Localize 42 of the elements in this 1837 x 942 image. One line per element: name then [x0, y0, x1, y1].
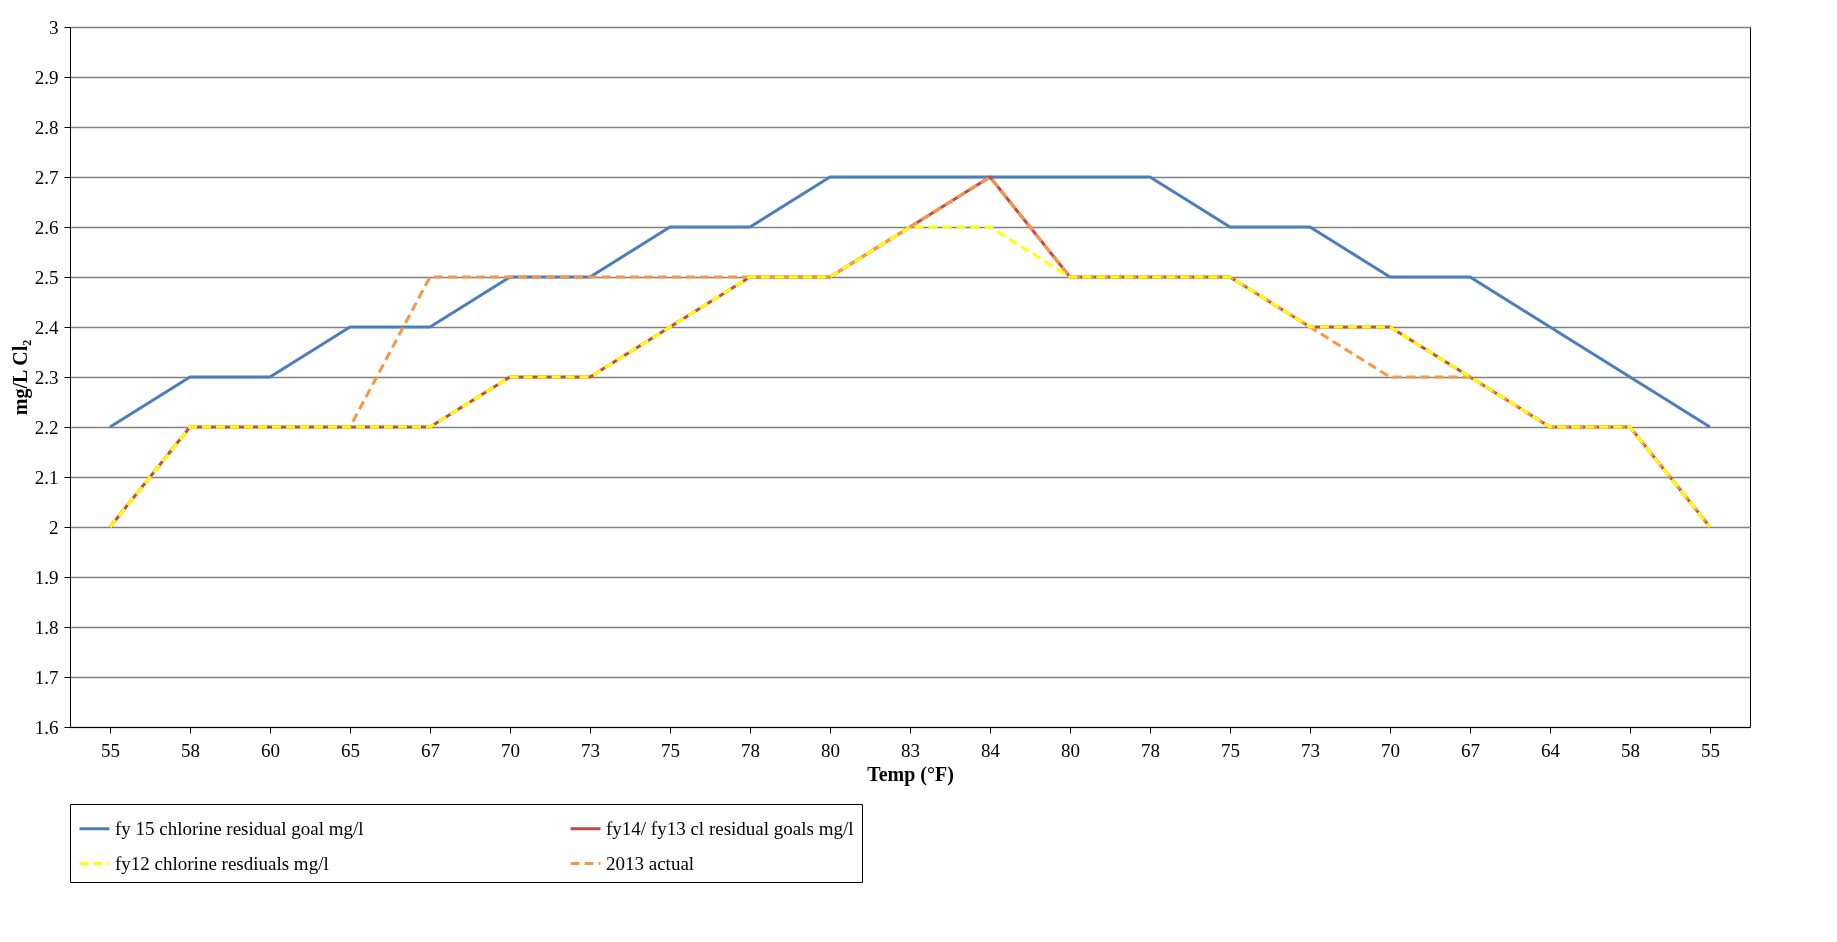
x-tick-label: 67 — [1461, 739, 1480, 761]
x-tick-label: 55 — [1701, 739, 1720, 761]
y-tick-label: 1.8 — [34, 616, 59, 638]
x-axis-title: Temp (°F) — [867, 762, 954, 786]
x-tick-label: 83 — [901, 739, 920, 761]
y-tick-label: 2.4 — [34, 316, 59, 338]
x-tick-label: 73 — [581, 739, 600, 761]
y-tick-label: 2.5 — [34, 266, 59, 288]
y-tick-label: 2.6 — [34, 216, 59, 238]
y-tick-label: 2.1 — [34, 466, 59, 488]
x-tick-label: 75 — [661, 739, 680, 761]
y-tick-label: 2.7 — [34, 166, 59, 188]
x-tick-label: 80 — [1061, 739, 1080, 761]
x-tick-label: 55 — [101, 739, 120, 761]
x-tick-label: 75 — [1221, 739, 1240, 761]
y-tick-label: 3 — [49, 16, 59, 38]
x-tick-label: 84 — [981, 739, 1001, 761]
x-tick-label: 78 — [1141, 739, 1160, 761]
y-tick-label: 2.8 — [34, 116, 59, 138]
x-tick-label: 60 — [261, 739, 280, 761]
x-tick-label: 67 — [421, 739, 440, 761]
x-tick-label: 58 — [1621, 739, 1640, 761]
x-tick-label: 78 — [741, 739, 760, 761]
y-tick-label: 2.3 — [34, 366, 59, 388]
x-tick-label: 65 — [341, 739, 360, 761]
y-tick-label: 2 — [49, 516, 59, 538]
x-tick-label: 58 — [181, 739, 200, 761]
legend-label: fy12 chlorine resdiuals mg/l — [115, 852, 329, 874]
legend-label: 2013 actual — [606, 852, 695, 874]
legend-label: fy14/ fy13 cl residual goals mg/l — [606, 817, 854, 839]
y-tick-label: 1.6 — [34, 716, 59, 738]
x-tick-label: 70 — [1381, 739, 1400, 761]
y-axis-title: mg/L Cl₂ — [8, 339, 32, 416]
x-tick-label: 70 — [501, 739, 520, 761]
y-tick-label: 2.2 — [34, 416, 59, 438]
x-tick-label: 73 — [1301, 739, 1320, 761]
x-tick-label: 80 — [821, 739, 840, 761]
y-tick-label: 2.9 — [34, 66, 59, 88]
y-tick-label: 1.7 — [34, 666, 59, 688]
x-tick-label: 64 — [1541, 739, 1561, 761]
legend-label: fy 15 chlorine residual goal mg/l — [115, 817, 364, 839]
y-tick-label: 1.9 — [34, 566, 59, 588]
